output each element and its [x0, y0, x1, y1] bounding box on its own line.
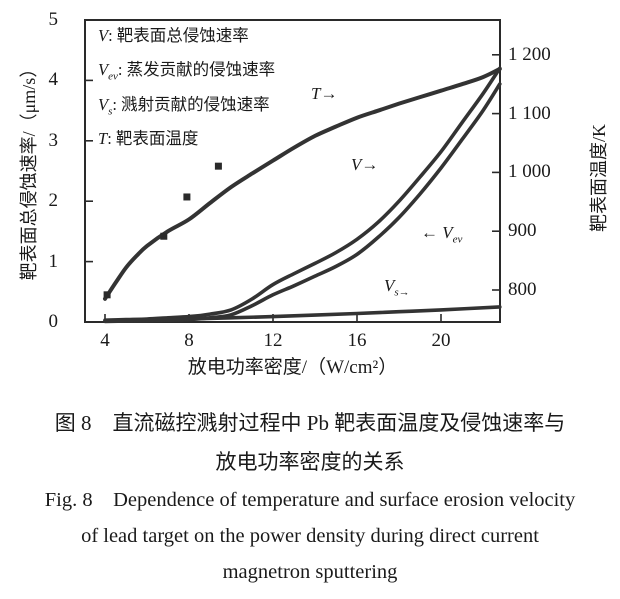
- data-point-marker: [160, 232, 168, 240]
- curve-Vs: [103, 305, 502, 323]
- legend-text: : 靶表面总侵蚀速率: [108, 26, 249, 45]
- curve-subscript: s→: [394, 286, 410, 299]
- curve-label-Vs: Vs→: [384, 276, 410, 298]
- arrow-left-icon: ←: [421, 223, 443, 242]
- legend-symbol: V: [98, 60, 109, 80]
- y-left-tick-label: 3: [48, 129, 59, 151]
- legend-subscript: s: [108, 104, 113, 117]
- curve-symbol: V: [384, 276, 395, 295]
- curve-label-T: T→: [311, 84, 337, 106]
- legend-text: : 溅射贡献的侵蚀速率: [112, 94, 270, 114]
- y-right-tick-label: 1 100: [508, 102, 551, 124]
- curve-subscript: ev: [452, 233, 463, 246]
- legend-text: : 靶表面温度: [107, 128, 199, 148]
- y-left-tick-label: 2: [48, 190, 59, 212]
- curve-symbol: V: [442, 223, 453, 242]
- chart-legend: V: 靶表面总侵蚀速率 Vev: 蒸发贡献的侵蚀速率 Vs: 溅射贡献的侵蚀速率…: [98, 22, 275, 159]
- legend-item-vs: Vs: 溅射贡献的侵蚀速率: [98, 91, 275, 125]
- caption-en-line1: Fig. 8 Dependence of temperature and sur…: [44, 489, 576, 511]
- data-point-marker: [103, 291, 111, 299]
- curve-symbol: T: [311, 84, 321, 103]
- x-tick-label: 20: [431, 330, 451, 351]
- y-left-tick-label: 5: [48, 9, 59, 30]
- curve-symbol: V: [351, 155, 362, 174]
- plot-border: [84, 19, 501, 323]
- y-right-tick-label: 1 000: [508, 161, 551, 183]
- y-right-tick-label: 900: [508, 220, 537, 242]
- caption-en-line2: of lead target on the power density duri…: [81, 525, 539, 547]
- caption-en-line3: magnetron sputtering: [222, 561, 398, 583]
- x-axis-title: 放电功率密度/（W/cm²）: [187, 357, 398, 378]
- legend-text: : 蒸发贡献的侵蚀速率: [117, 60, 276, 80]
- y-right-tick-label: 800: [508, 279, 537, 300]
- legend-symbol: T: [98, 128, 108, 148]
- legend-item-v: V: 靶表面总侵蚀速率: [98, 22, 275, 56]
- plot-svg: [84, 19, 502, 324]
- legend-symbol: V: [98, 26, 109, 45]
- x-tick-label: 12: [263, 330, 283, 351]
- x-tick-label: 8: [184, 330, 194, 351]
- curve-label-Vev: ← Vev: [421, 223, 462, 245]
- arrow-right-icon: →: [361, 155, 379, 174]
- y-left-tick-label: 1: [48, 250, 59, 272]
- y-axis-right-title: 靶表面温度/K: [589, 124, 609, 232]
- caption-zh-line2: 放电功率密度的关系: [215, 450, 405, 474]
- chart-area: V: 靶表面总侵蚀速率 Vev: 蒸发贡献的侵蚀速率 Vs: 溅射贡献的侵蚀速率…: [19, 9, 609, 378]
- curve-label-V: V→: [351, 155, 378, 177]
- legend-item-t: T: 靶表面温度: [98, 125, 275, 159]
- y-right-tick-label: 1 200: [508, 43, 551, 65]
- legend-symbol: V: [98, 94, 109, 114]
- x-tick-label: 4: [100, 330, 110, 351]
- y-left-tick-label: 4: [48, 69, 59, 91]
- caption-zh-line1: 图 8 直流磁控溅射过程中 Pb 靶表面温度及侵蚀速率与: [54, 411, 566, 435]
- legend-item-vev: Vev: 蒸发贡献的侵蚀速率: [98, 56, 275, 90]
- curve-T: [103, 66, 502, 301]
- arrow-right-icon: →: [320, 84, 338, 103]
- data-point-marker: [183, 193, 191, 201]
- data-point-marker: [214, 162, 222, 170]
- y-left-tick-label: 0: [48, 311, 59, 332]
- figure-caption: 图 8 直流磁控溅射过程中 Pb 靶表面温度及侵蚀速率与 放电功率密度的关系 F…: [0, 404, 620, 590]
- x-tick-label: 16: [347, 330, 367, 351]
- y-axis-left-title: 靶表面总侵蚀速率/（μm/s）: [19, 59, 39, 281]
- legend-subscript: ev: [108, 70, 118, 83]
